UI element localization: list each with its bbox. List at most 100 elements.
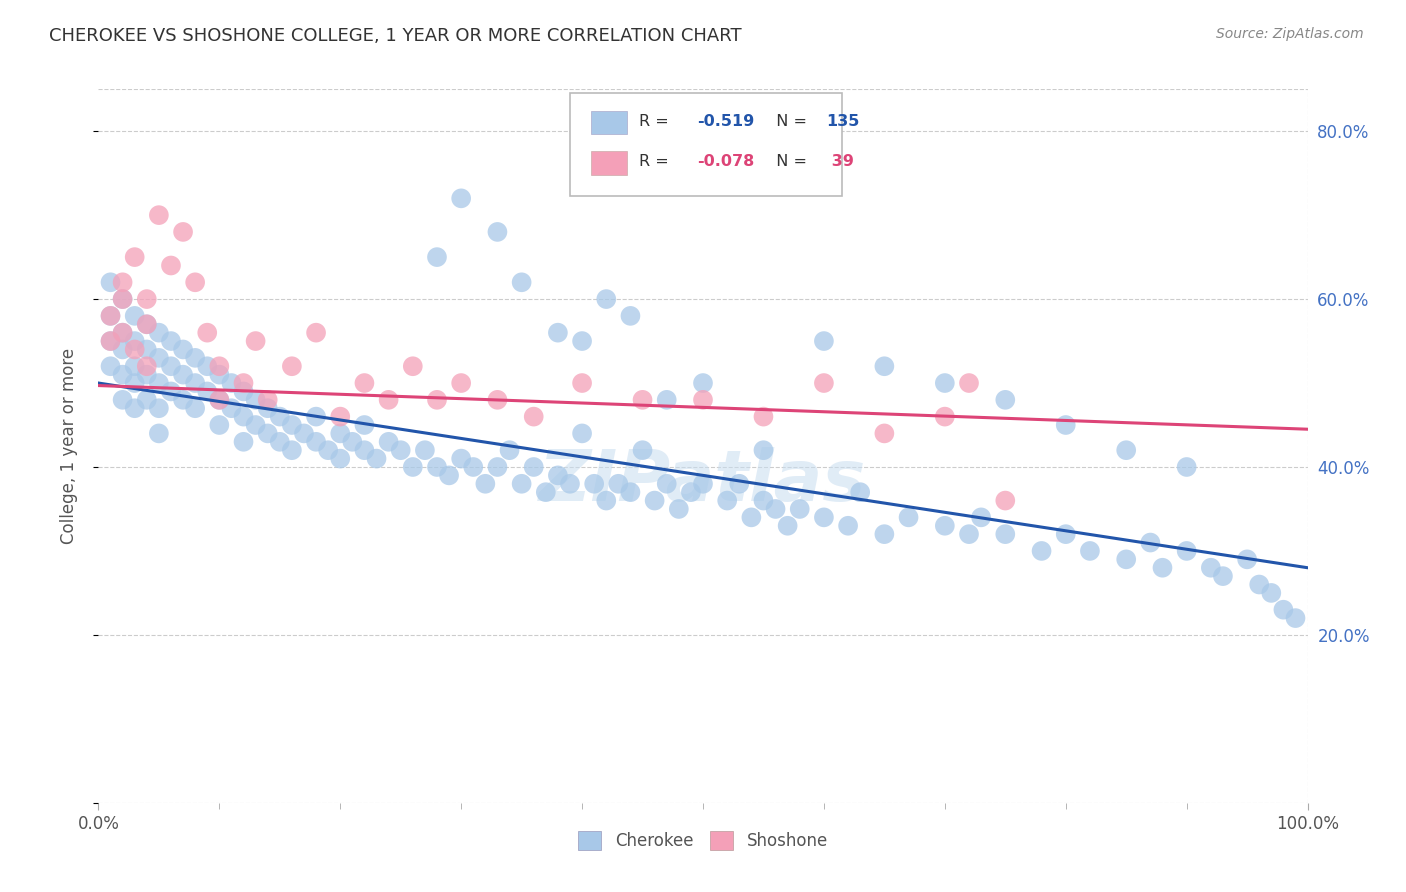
Point — [135, 392, 157, 407]
Point — [232, 376, 254, 390]
Point — [619, 309, 641, 323]
Point — [644, 493, 666, 508]
Point — [510, 275, 533, 289]
Point — [523, 409, 546, 424]
Text: N =: N = — [766, 154, 813, 169]
Point — [353, 417, 375, 432]
Point — [135, 318, 157, 332]
Point — [256, 426, 278, 441]
Point — [100, 309, 122, 323]
Point — [353, 376, 375, 390]
Point — [135, 292, 157, 306]
Point — [897, 510, 920, 524]
Point — [1272, 603, 1295, 617]
Point — [1212, 569, 1234, 583]
Point — [595, 292, 617, 306]
Point — [245, 392, 267, 407]
Point — [837, 518, 859, 533]
Point — [148, 376, 170, 390]
Point — [148, 401, 170, 416]
Text: R =: R = — [638, 114, 673, 128]
Point — [1249, 577, 1271, 591]
Point — [100, 309, 122, 323]
Point — [450, 191, 472, 205]
Point — [752, 443, 775, 458]
Point — [970, 510, 993, 524]
Point — [172, 225, 194, 239]
Point — [256, 392, 278, 407]
Point — [692, 476, 714, 491]
Point — [100, 334, 122, 348]
FancyBboxPatch shape — [591, 111, 627, 134]
Point — [607, 476, 630, 491]
Point — [716, 493, 738, 508]
Text: -0.078: -0.078 — [697, 154, 754, 169]
Point — [426, 460, 449, 475]
Point — [571, 376, 593, 390]
Point — [160, 259, 183, 273]
Point — [111, 343, 134, 357]
Point — [934, 518, 956, 533]
Point — [934, 376, 956, 390]
Point — [692, 392, 714, 407]
Point — [316, 443, 339, 458]
Point — [679, 485, 702, 500]
Point — [111, 292, 134, 306]
Point — [1175, 544, 1198, 558]
Point — [486, 392, 509, 407]
Point — [208, 368, 231, 382]
Text: Source: ZipAtlas.com: Source: ZipAtlas.com — [1216, 27, 1364, 41]
Point — [124, 250, 146, 264]
Point — [873, 359, 896, 374]
Point — [111, 368, 134, 382]
Text: ZIPatlas: ZIPatlas — [540, 447, 866, 516]
Point — [426, 392, 449, 407]
Point — [232, 409, 254, 424]
Point — [873, 426, 896, 441]
Point — [765, 502, 787, 516]
Point — [100, 359, 122, 374]
Point — [329, 409, 352, 424]
Point — [148, 208, 170, 222]
Point — [1078, 544, 1101, 558]
Point — [655, 476, 678, 491]
Text: CHEROKEE VS SHOSHONE COLLEGE, 1 YEAR OR MORE CORRELATION CHART: CHEROKEE VS SHOSHONE COLLEGE, 1 YEAR OR … — [49, 27, 742, 45]
Point — [668, 502, 690, 516]
Point — [957, 527, 980, 541]
Point — [789, 502, 811, 516]
Point — [124, 343, 146, 357]
Point — [221, 376, 243, 390]
Point — [389, 443, 412, 458]
Point — [329, 451, 352, 466]
Point — [813, 376, 835, 390]
Point — [631, 443, 654, 458]
Point — [547, 468, 569, 483]
Point — [124, 359, 146, 374]
Point — [100, 334, 122, 348]
Point — [994, 392, 1017, 407]
Point — [135, 368, 157, 382]
Point — [1115, 443, 1137, 458]
Point — [172, 368, 194, 382]
Point — [195, 384, 218, 399]
Point — [256, 401, 278, 416]
FancyBboxPatch shape — [591, 152, 627, 175]
Point — [1139, 535, 1161, 549]
Point — [1236, 552, 1258, 566]
Point — [571, 334, 593, 348]
Point — [172, 392, 194, 407]
Point — [740, 510, 762, 524]
Text: -0.519: -0.519 — [697, 114, 754, 128]
Point — [994, 493, 1017, 508]
Point — [558, 476, 581, 491]
Point — [245, 417, 267, 432]
Point — [1054, 417, 1077, 432]
Point — [1284, 611, 1306, 625]
Point — [111, 275, 134, 289]
Point — [402, 359, 425, 374]
Point — [849, 485, 872, 500]
Point — [281, 443, 304, 458]
Point — [329, 426, 352, 441]
Point — [148, 351, 170, 365]
Point — [1152, 560, 1174, 574]
